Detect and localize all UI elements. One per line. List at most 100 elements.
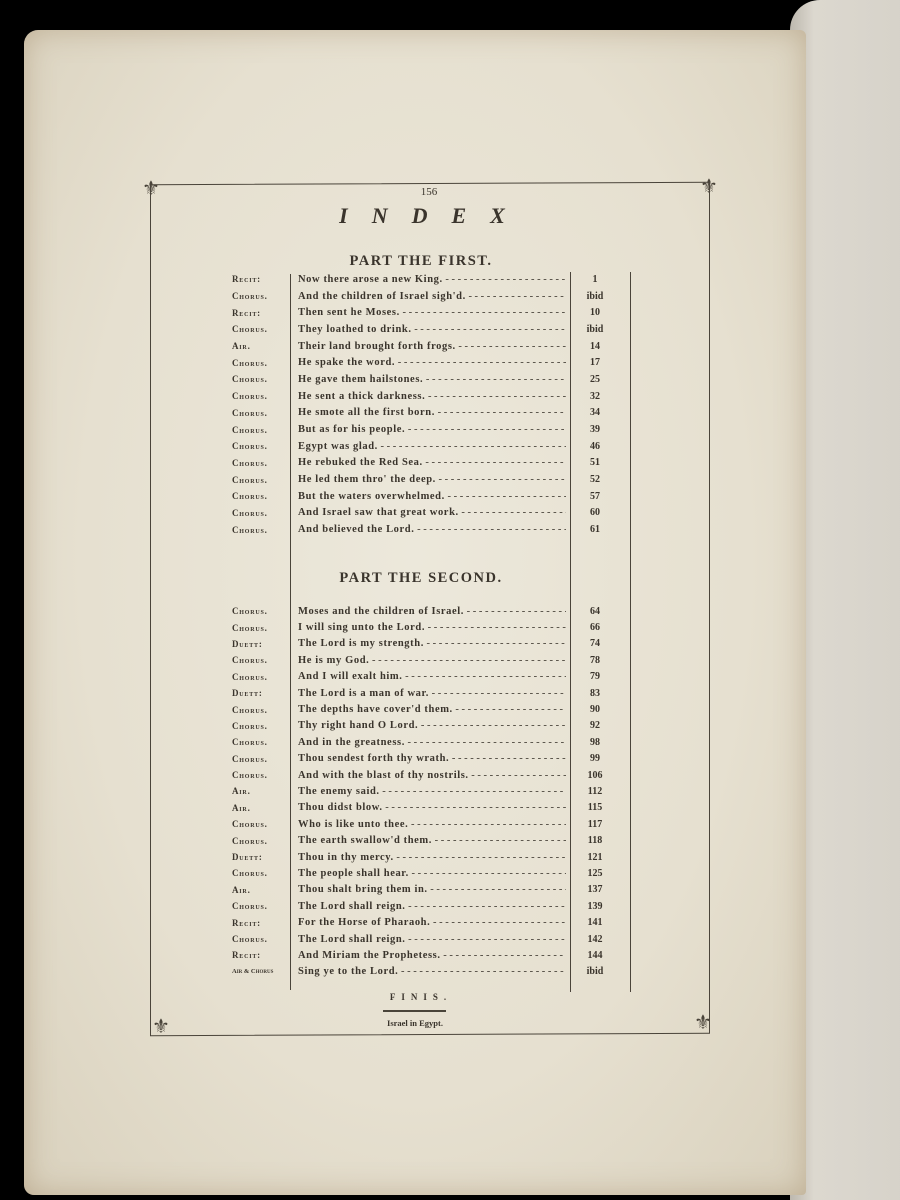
lyre-ornament-icon: ⚜ — [700, 176, 718, 198]
entry-type: Chorus. — [232, 606, 268, 617]
index-entry: Chorus. And Israel saw that great work. 60 — [232, 505, 632, 522]
entry-type: Chorus. — [232, 622, 268, 633]
entry-page: 74 — [590, 638, 600, 650]
entry-page: 118 — [587, 835, 603, 847]
entry-title: And Israel saw that great work. — [292, 507, 566, 518]
entry-title: Who is like unto thee. — [292, 819, 566, 830]
entry-title: The Lord is my strength. — [292, 638, 566, 649]
entry-page: 106 — [587, 769, 603, 781]
entry-type: Chorus. — [232, 835, 268, 846]
entry-page: 117 — [587, 818, 603, 830]
entry-title: He gave them hailstones. — [292, 374, 566, 385]
entry-type: Chorus. — [232, 868, 268, 879]
entry-page: 79 — [590, 671, 600, 683]
index-entry: Chorus. Thy right hand O Lord. 92 — [232, 718, 632, 734]
entry-page: 137 — [587, 884, 603, 896]
entry-page: 25 — [590, 373, 600, 385]
entry-type: Chorus. — [232, 671, 268, 682]
entry-title: They loathed to drink. — [292, 324, 566, 335]
part-first-list: Recit: Now there arose a new King. 1 Chorus… — [232, 271, 632, 538]
index-entry: Recit: For the Horse of Pharaoh. 141 — [232, 914, 632, 930]
entry-title: And Miriam the Prophetess. — [292, 950, 566, 961]
entry-title: But as for his people. — [292, 424, 566, 435]
index-entry: Chorus. He is my God. 78 — [232, 652, 632, 668]
entry-title: He smote all the first born. — [292, 407, 566, 418]
lyre-ornament-icon: ⚜ — [152, 1016, 170, 1038]
entry-type: Chorus. — [232, 391, 268, 402]
entry-title: And the children of Israel sigh'd. — [292, 291, 566, 302]
entry-title: And in the greatness. — [292, 737, 566, 748]
entry-title: Now there arose a new King. — [292, 274, 566, 285]
entry-type: Chorus. — [232, 357, 268, 368]
entry-page: 1 — [592, 273, 598, 285]
column-divider — [570, 272, 571, 992]
index-entry: Recit: Now there arose a new King. 1 — [232, 271, 632, 288]
entry-title: And with the blast of thy nostrils. — [292, 770, 566, 781]
entry-type: Chorus. — [232, 407, 268, 418]
index-entry: Chorus. He rebuked the Red Sea. 51 — [232, 455, 632, 472]
index-entry: Duett: The Lord is my strength. 74 — [232, 636, 632, 652]
entry-type: Chorus. — [232, 457, 268, 468]
entry-page: 61 — [590, 524, 600, 536]
entry-title: Sing ye to the Lord. — [292, 966, 566, 977]
index-entry: Chorus. Moses and the children of Israel.… — [232, 603, 632, 619]
entry-page: 99 — [590, 753, 600, 765]
index-entry: Recit: Then sent he Moses. 10 — [232, 304, 632, 321]
entry-title: The earth swallow'd them. — [292, 835, 566, 846]
entry-title: The Lord is a man of war. — [292, 688, 566, 699]
index-entry: Duett: The Lord is a man of war. 83 — [232, 685, 632, 701]
entry-type: Chorus. — [232, 474, 268, 485]
index-entry: Air. Thou shalt bring them in. 137 — [232, 882, 632, 898]
index-entry: Air. The enemy said. 112 — [232, 783, 632, 799]
index-entry: Chorus. They loathed to drink. ibid — [232, 321, 632, 338]
divider — [383, 1010, 446, 1012]
index-entry: Chorus. The earth swallow'd them. 118 — [232, 832, 632, 848]
entry-page: 34 — [590, 407, 600, 419]
entry-page: 144 — [587, 949, 603, 961]
entry-page: 60 — [590, 507, 600, 519]
entry-page: 98 — [590, 736, 600, 748]
entry-type: Chorus. — [232, 819, 268, 830]
index-entry: Air & Chorus Sing ye to the Lord. ibid — [232, 964, 632, 980]
index-entry: Duett: Thou in thy mercy. 121 — [232, 849, 632, 865]
entry-type: Chorus. — [232, 524, 268, 535]
entry-title: And I will exalt him. — [292, 671, 566, 682]
entry-type: Air. — [232, 341, 251, 352]
entry-type: Chorus. — [232, 753, 268, 764]
entry-type: Chorus. — [232, 704, 268, 715]
entry-title: The enemy said. — [292, 786, 566, 797]
entry-page: 125 — [587, 867, 603, 879]
entry-type: Duett: — [232, 638, 263, 649]
next-page-edge — [790, 0, 900, 1200]
entry-page: 115 — [587, 802, 603, 814]
entry-type: Chorus. — [232, 901, 268, 912]
entry-type: Chorus. — [232, 424, 268, 435]
entry-page: ibid — [586, 323, 604, 335]
entry-type: Chorus. — [232, 374, 268, 385]
lyre-ornament-icon: ⚜ — [142, 178, 160, 200]
entry-page: 57 — [590, 490, 600, 502]
entry-title: Thou sendest forth thy wrath. — [292, 753, 566, 764]
index-entry: Chorus. He led them thro' the deep. 52 — [232, 471, 632, 488]
index-entry: Chorus. The Lord shall reign. 142 — [232, 931, 632, 947]
entry-page: 66 — [590, 622, 600, 634]
entry-title: I will sing unto the Lord. — [292, 622, 566, 633]
index-entry: Chorus. But the waters overwhelmed. 57 — [232, 488, 632, 505]
entry-type: Recit: — [232, 950, 261, 961]
entry-title: Thou shalt bring them in. — [292, 884, 566, 895]
entry-page: 141 — [587, 917, 603, 929]
entry-title: The Lord shall reign. — [292, 901, 566, 912]
column-divider — [290, 274, 291, 990]
entry-title: Thou didst blow. — [292, 802, 566, 813]
entry-type: Chorus. — [232, 770, 268, 781]
part-second-list: Chorus. Moses and the children of Israel.… — [232, 603, 632, 980]
entry-page: 51 — [590, 457, 600, 469]
footer-title: Israel in Egypt. — [387, 1018, 443, 1028]
entry-page: ibid — [586, 290, 604, 302]
lyre-ornament-icon: ⚜ — [694, 1012, 712, 1034]
entry-type: Chorus. — [232, 441, 268, 452]
entry-title: The Lord shall reign. — [292, 934, 566, 945]
entry-type: Chorus. — [232, 934, 268, 944]
entry-page: 64 — [590, 605, 600, 617]
entry-title: Thy right hand O Lord. — [292, 720, 566, 731]
